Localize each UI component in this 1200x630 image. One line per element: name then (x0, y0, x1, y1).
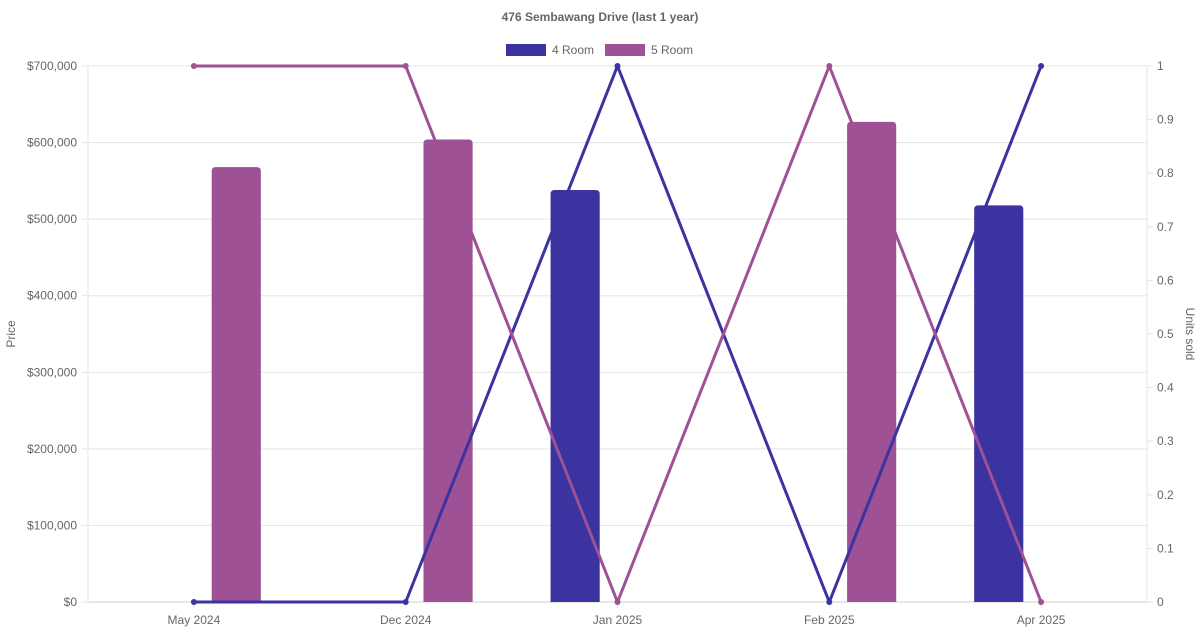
left-tick-label: $0 (64, 595, 78, 609)
left-tick-label: $500,000 (27, 212, 77, 226)
point-5-room (826, 63, 833, 69)
left-tick-label: $700,000 (27, 59, 77, 73)
right-tick-label: 1 (1157, 59, 1164, 73)
line-5-room (193, 64, 1043, 604)
right-tick-label: 0.7 (1157, 220, 1174, 234)
right-axis-title: Units sold (1183, 308, 1197, 361)
right-tick-label: 0.1 (1157, 541, 1174, 555)
point-4-room (402, 599, 409, 605)
right-tick-label: 0.4 (1157, 381, 1174, 395)
x-tick-label: Apr 2025 (1017, 613, 1066, 627)
point-5-room (1038, 599, 1045, 605)
x-tick-label: Feb 2025 (804, 613, 855, 627)
bars (211, 121, 1024, 603)
bar-5-room (211, 167, 261, 602)
point-4-room (614, 63, 621, 69)
legend-item-5-room[interactable]: 5 Room (605, 43, 693, 57)
left-tick-label: $100,000 (27, 518, 77, 532)
line-4-room (193, 64, 1043, 604)
right-tick-label: 0.2 (1157, 488, 1174, 502)
legend-label-4-room: 4 Room (552, 43, 594, 57)
legend-label-5-room: 5 Room (651, 43, 693, 57)
legend: 4 Room 5 Room (506, 43, 693, 57)
left-tick-label: $300,000 (27, 365, 77, 379)
point-4-room (1038, 63, 1045, 69)
x-axis: May 2024 Dec 2024 Jan 2025 Feb 2025 Apr 2025 (88, 601, 1147, 627)
point-5-room (402, 63, 409, 69)
right-tick-label: 0 (1157, 595, 1164, 609)
bar-5-room (423, 139, 473, 602)
x-tick-label: May 2024 (168, 613, 221, 627)
lines (190, 63, 1045, 605)
bar-4-room (550, 190, 600, 602)
right-tick-label: 0.8 (1157, 166, 1174, 180)
grid (88, 65, 1147, 603)
point-4-room (190, 599, 197, 605)
legend-item-4-room[interactable]: 4 Room (506, 43, 594, 57)
bar-5-room (847, 121, 897, 602)
x-tick-label: Jan 2025 (593, 613, 643, 627)
point-4-room (826, 599, 833, 605)
point-5-room (190, 63, 197, 69)
x-tick-label: Dec 2024 (380, 613, 432, 627)
left-axis-title: Price (4, 320, 18, 348)
right-tick-label: 0.9 (1157, 113, 1174, 127)
left-tick-label: $200,000 (27, 442, 77, 456)
chart-title: 476 Sembawang Drive (last 1 year) (502, 10, 699, 24)
right-axis: 0 0.1 0.2 0.3 0.4 0.5 0.6 0.7 0.8 0.9 1 (1146, 59, 1174, 609)
left-axis: $0 $100,000 $200,000 $300,000 $400,000 $500,0… (27, 59, 89, 609)
point-5-room (614, 599, 621, 605)
legend-swatch-4-room (506, 44, 546, 56)
right-tick-label: 0.5 (1157, 327, 1174, 341)
right-tick-label: 0.6 (1157, 273, 1174, 287)
legend-swatch-5-room (605, 44, 645, 56)
right-tick-label: 0.3 (1157, 434, 1174, 448)
left-tick-label: $400,000 (27, 289, 77, 303)
bar-4-room (974, 205, 1024, 603)
left-tick-label: $600,000 (27, 136, 77, 150)
